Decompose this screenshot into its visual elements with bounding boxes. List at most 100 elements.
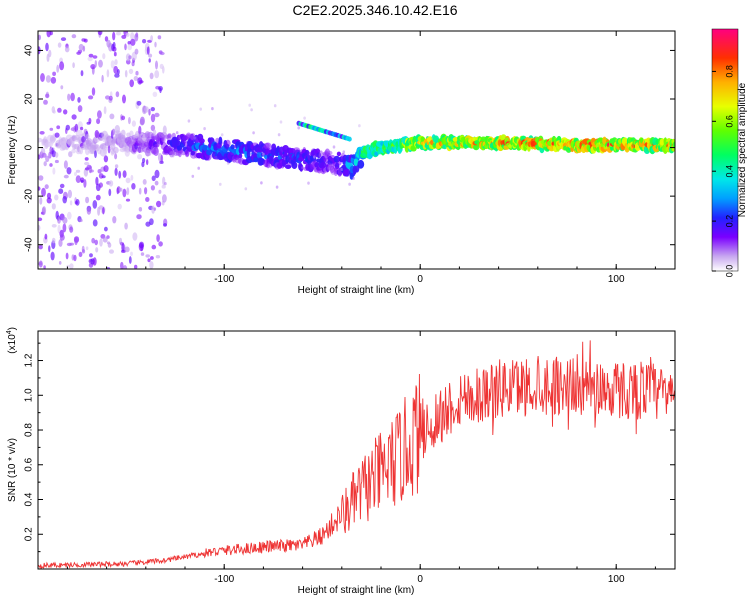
spectrogram-cell: [43, 161, 47, 167]
snr-scale-exponent: 4: [6, 330, 13, 334]
spectrogram-cell: [432, 135, 440, 143]
spectrogram-cell: [104, 36, 109, 42]
spectrogram-panel: -100 0 100 -40 -20 0 20 40 Height of straight …: [7, 30, 676, 296]
spectrogram-cell: [38, 186, 41, 191]
spectrogram-cell: [38, 224, 41, 231]
spectrogram-cell: [146, 159, 149, 166]
spectrogram-cell: [39, 131, 45, 135]
spectrogram-cell: [142, 179, 147, 185]
spectrogram-cell: [303, 116, 306, 120]
colorbar-gradient: [711, 28, 739, 272]
spectrogram-cell: [44, 141, 52, 148]
spectrogram-cell: [219, 182, 222, 186]
spectrogram-cell: [51, 150, 57, 158]
spectrogram-cell: [153, 146, 159, 154]
spectrogram-cell: [144, 106, 149, 113]
spectrogram-cell: [75, 169, 81, 173]
spectrogram-cell: [82, 45, 86, 52]
spectrogram-cell: [52, 167, 56, 175]
spectrogram-cell: [142, 39, 147, 44]
spectrogram-cell: [131, 120, 136, 127]
spectrogram-cell: [109, 113, 115, 120]
spectrogram-cell: [49, 163, 53, 167]
spectrogram-cell: [326, 150, 333, 156]
spectrogram-cell: [38, 260, 43, 268]
spectrogram-cell: [112, 31, 116, 41]
spectrogram-cell: [89, 169, 94, 173]
spectrogram-cell: [101, 74, 104, 83]
spectrogram-cell: [193, 136, 197, 140]
spectrogram-cell: [279, 120, 283, 124]
snr-scale-close: ): [7, 327, 18, 330]
spectrogram-cell: [102, 53, 106, 60]
spectrogram-cell: [50, 251, 55, 261]
spectrogram-cell: [252, 131, 255, 135]
spectrogram-cell: [44, 233, 48, 240]
spectrogram-cell: [74, 172, 77, 176]
spectrogram-cell: [230, 144, 235, 150]
spectrogram-cell: [199, 107, 202, 111]
spectrogram-cell: [67, 93, 71, 102]
spectrogram-cell: [57, 224, 61, 234]
spectrogram-cell: [51, 203, 56, 210]
spectrogram-cell: [73, 254, 77, 262]
spectrogram-cell: [226, 161, 230, 165]
y-tick-label: 0.6: [24, 457, 35, 471]
snr-y-ticks: 0.2 0.4 0.6 0.8 1.0 1.2: [24, 342, 675, 553]
colorbar-tick-label: 0.8: [724, 65, 734, 78]
spectrogram-cell: [46, 197, 52, 204]
snr-panel: -100 0 100 0.2 0.4 0.6 0.8 1.0 1.2 Height of st…: [6, 327, 676, 596]
colorbar-tick-label: 0.2: [724, 215, 734, 228]
spectrogram-cell: [45, 75, 51, 83]
spectrogram-cell: [114, 153, 118, 160]
spectrogram-cell: [71, 34, 77, 39]
spectrogram-cell: [128, 68, 134, 75]
spectrogram-cell: [152, 91, 158, 98]
spectrogram-cell: [163, 223, 167, 227]
y-tick-label: 0.2: [24, 527, 35, 541]
spectrogram-cell: [40, 73, 45, 82]
spectrogram-cell: [81, 249, 86, 254]
spectrogram-cell: [145, 197, 150, 202]
spectrogram-cell: [130, 38, 136, 46]
spectrogram-cell: [130, 174, 134, 181]
spectrogram-cell: [113, 65, 119, 74]
spectrogram-cell: [109, 249, 114, 254]
spectrogram-cell: [156, 234, 160, 243]
spectrogram-y-label: Frequency (Hz): [7, 116, 18, 185]
spectrogram-cell: [75, 175, 81, 184]
spectrogram-cell: [139, 118, 145, 126]
spectrogram-cell: [154, 70, 160, 79]
spectrogram-cell: [67, 189, 72, 199]
spectrogram-cell: [135, 70, 139, 76]
spectrogram-cell: [69, 242, 74, 246]
spectrogram-cell: [60, 85, 64, 90]
spectrogram-cell: [107, 145, 111, 154]
spectrogram-cell: [159, 87, 162, 94]
spectrogram-cell: [71, 148, 76, 154]
spectrogram-cell: [38, 217, 43, 222]
spectrogram-cell: [38, 175, 44, 181]
spectrogram-cell: [113, 51, 117, 57]
spectrogram-cell: [152, 129, 157, 136]
spectrogram-cell: [150, 256, 154, 260]
spectrogram-cell: [275, 185, 279, 189]
spectrogram-cell: [136, 100, 142, 106]
spectrogram-cell: [101, 175, 106, 179]
spectrogram-cell: [88, 95, 94, 100]
spectrogram-cell: [151, 244, 157, 250]
spectrogram-cell: [264, 142, 272, 150]
spectrogram-cell: [98, 182, 103, 188]
spectrogram-cell: [122, 170, 127, 178]
spectrogram-cell: [162, 194, 167, 203]
spectrogram-cell: [92, 55, 98, 59]
spectrogram-cell: [84, 161, 90, 166]
spectrogram-cell: [151, 205, 155, 214]
spectrogram-cell: [124, 43, 127, 51]
spectrogram-x-label: Height of straight line (km): [298, 285, 415, 296]
spectrogram-cell: [56, 125, 61, 130]
spectrogram-cell: [92, 200, 98, 209]
spectrogram-cell: [94, 130, 100, 138]
spectrogram-cell: [55, 152, 59, 158]
